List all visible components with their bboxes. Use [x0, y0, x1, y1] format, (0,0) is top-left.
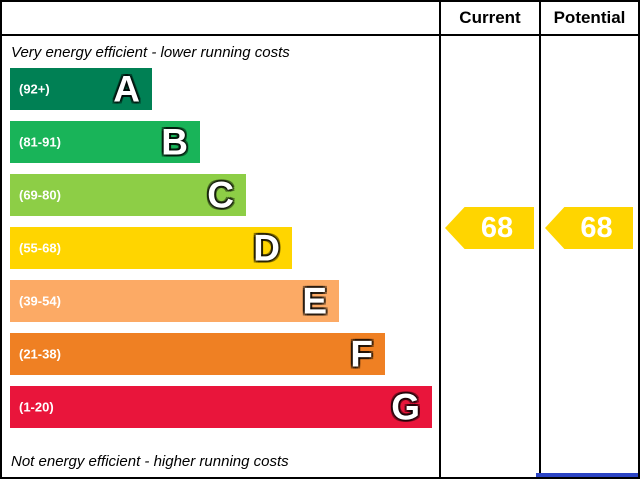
bands-list: (92+) A (81-91) B (69-80) C (55-68) D (3…: [2, 68, 439, 428]
current-column: Current 68: [439, 2, 539, 477]
band-range-label: (55-68): [19, 240, 61, 256]
band-bar: (69-80) C: [10, 174, 246, 216]
potential-column: Potential 68: [539, 2, 638, 477]
band-row: (39-54) E: [10, 280, 439, 322]
current-rating-arrow: 68: [445, 207, 534, 249]
band-letter: G: [391, 386, 420, 428]
current-rating-value: 68: [480, 211, 514, 244]
band-range-label: (39-54): [19, 293, 61, 309]
band-row: (1-20) G: [10, 386, 439, 428]
band-bar: (21-38) F: [10, 333, 385, 375]
band-letter: D: [253, 227, 280, 269]
band-bar: (92+) A: [10, 68, 152, 110]
potential-column-header: Potential: [541, 2, 638, 36]
band-row: (55-68) D: [10, 227, 439, 269]
band-range-label: (81-91): [19, 134, 61, 150]
band-range-label: (92+): [19, 81, 50, 97]
top-caption: Very energy efficient - lower running co…: [11, 44, 290, 61]
band-letter: C: [207, 174, 234, 216]
band-range-label: (1-20): [19, 399, 54, 415]
cutoff-blue-element: [536, 473, 638, 477]
band-bar: (39-54) E: [10, 280, 339, 322]
band-bar: (81-91) B: [10, 121, 200, 163]
bottom-caption: Not energy efficient - higher running co…: [11, 453, 289, 470]
potential-rating-value: 68: [580, 211, 613, 244]
band-letter: E: [302, 280, 327, 322]
band-row: (92+) A: [10, 68, 439, 110]
band-row: (21-38) F: [10, 333, 439, 375]
current-column-header: Current: [441, 2, 539, 36]
band-row: (81-91) B: [10, 121, 439, 163]
potential-column-body: 68: [541, 36, 638, 477]
band-letter: B: [161, 121, 188, 163]
current-column-body: 68: [441, 36, 539, 477]
band-range-label: (21-38): [19, 346, 61, 362]
potential-rating-arrow: 68: [545, 207, 633, 249]
chart-header-cell: [2, 2, 439, 36]
band-letter: A: [113, 68, 140, 110]
band-bar: (55-68) D: [10, 227, 292, 269]
band-range-label: (69-80): [19, 187, 61, 203]
band-bar: (1-20) G: [10, 386, 432, 428]
band-row: (69-80) C: [10, 174, 439, 216]
chart-body: Very energy efficient - lower running co…: [2, 36, 439, 477]
chart-column: Very energy efficient - lower running co…: [2, 2, 439, 477]
band-letter: F: [350, 333, 373, 375]
